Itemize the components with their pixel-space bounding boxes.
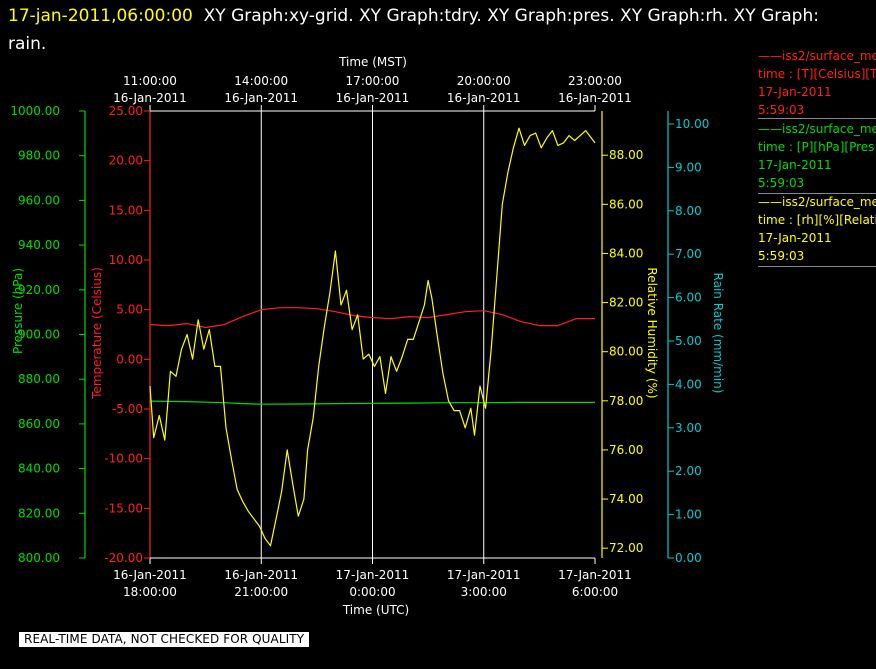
grid-lines <box>260 111 485 558</box>
tick-labels: 16-Jan-2011 18:00:00 16-Jan-2011 21:00:00 17… <box>10 74 709 599</box>
rain-tick-label: 2.00 <box>675 464 702 478</box>
temperature-series-line <box>149 307 595 329</box>
humidity-tick-label: 72.00 <box>609 541 643 555</box>
x-bottom-tick-date: 17-Jan-2011 <box>558 568 632 582</box>
pressure-tick-label: 900.00 <box>18 328 60 342</box>
x-bottom-axis-label: Time (UTC) <box>342 603 409 617</box>
temperature-tick-label: 20.00 <box>109 154 143 168</box>
humidity-tick-label: 82.00 <box>609 296 643 310</box>
x-top-tick-time: 17:00:00 <box>346 74 400 88</box>
legend-name: ——iss2/surface_me <box>758 122 876 136</box>
rain-tick-label: 5.00 <box>675 334 702 348</box>
pressure-tick-label: 880.00 <box>18 372 60 386</box>
rain-tick-label: 3.00 <box>675 421 702 435</box>
legend-name: ——iss2/surface_me <box>758 195 876 209</box>
legend-units: time : [T][Celsius][T <box>758 67 876 81</box>
temperature-tick-label: -20.00 <box>104 551 143 565</box>
humidity-tick-label: 74.00 <box>609 492 643 506</box>
pressure-tick-label: 860.00 <box>18 417 60 431</box>
pressure-tick-label: 820.00 <box>18 506 60 520</box>
legend-date: 17-Jan-2011 <box>758 231 832 245</box>
pressure-tick-label: 940.00 <box>18 238 60 252</box>
x-bottom-tick-date: 17-Jan-2011 <box>336 568 410 582</box>
legend-units: time : [P][hPa][Pres <box>758 140 875 154</box>
humidity-axis-label: Relative Humidity (%) <box>645 267 659 398</box>
series-lines <box>149 127 596 547</box>
quality-notice: REAL-TIME DATA, NOT CHECKED FOR QUALITY <box>19 632 310 647</box>
x-bottom-tick-time: 18:00:00 <box>123 585 177 599</box>
x-top-tick-time: 20:00:00 <box>457 74 511 88</box>
temperature-tick-label: 10.00 <box>109 253 143 267</box>
title-graph-list: XY Graph:xy-grid. XY Graph:tdry. XY Grap… <box>8 6 819 54</box>
pressure-tick-label: 980.00 <box>18 149 60 163</box>
humidity-tick-label: 84.00 <box>609 246 643 260</box>
legend-time: 5:59:03 <box>758 176 805 190</box>
legend-date: 17-Jan-2011 <box>758 158 832 172</box>
x-bottom-tick-time: 21:00:00 <box>234 585 288 599</box>
x-top-tick-date: 16-Jan-2011 <box>336 91 410 105</box>
temperature-tick-label: 15.00 <box>109 203 143 217</box>
x-bottom-tick-time: 3:00:00 <box>461 585 507 599</box>
pressure-tick-label: 800.00 <box>18 551 60 565</box>
pressure-axis-label: Pressure (hPa) <box>11 268 25 354</box>
x-top-tick-date: 16-Jan-2011 <box>224 91 298 105</box>
humidity-tick-label: 80.00 <box>609 345 643 359</box>
temperature-tick-label: -15.00 <box>104 501 143 515</box>
legend-entry-temperature: ——iss2/surface_me time : [T][Celsius][T … <box>758 47 876 119</box>
x-bottom-tick-date: 17-Jan-2011 <box>447 568 521 582</box>
legend-time: 5:59:03 <box>758 103 805 117</box>
legend-units: time : [rh][%][Relati <box>758 213 876 227</box>
rain-tick-label: 6.00 <box>675 291 702 305</box>
pressure-tick-label: 840.00 <box>18 462 60 476</box>
x-bottom-tick-time: 6:00:00 <box>572 585 618 599</box>
rain-tick-label: 8.00 <box>675 204 702 218</box>
humidity-tick-label: 76.00 <box>609 443 643 457</box>
humidity-series-line <box>149 127 596 547</box>
page-title: 17-jan-2011,06:00:00 XY Graph:xy-grid. X… <box>8 2 858 58</box>
temperature-tick-label: 5.00 <box>116 303 143 317</box>
x-bottom-tick-time: 0:00:00 <box>349 585 395 599</box>
x-top-tick-date: 16-Jan-2011 <box>558 91 632 105</box>
humidity-tick-label: 86.00 <box>609 197 643 211</box>
temperature-tick-label: -10.00 <box>104 452 143 466</box>
x-top-axis-label: Time (MST) <box>338 55 407 69</box>
humidity-tick-label: 78.00 <box>609 394 643 408</box>
rain-axis-label: Rain Rate (mm/min) <box>711 273 725 394</box>
humidity-tick-label: 88.00 <box>609 148 643 162</box>
rain-tick-label: 1.00 <box>675 508 702 522</box>
axes <box>79 105 674 564</box>
x-top-tick-time: 14:00:00 <box>234 74 288 88</box>
rain-tick-label: 4.00 <box>675 377 702 391</box>
x-top-tick-time: 11:00:00 <box>123 74 177 88</box>
legend-date: 17-Jan-2011 <box>758 85 832 99</box>
legend-entry-pressure: ——iss2/surface_me time : [P][hPa][Pres 1… <box>758 120 876 194</box>
temperature-tick-label: 25.00 <box>109 104 143 118</box>
x-top-tick-time: 23:00:00 <box>568 74 622 88</box>
x-bottom-tick-date: 16-Jan-2011 <box>224 568 298 582</box>
rain-tick-label: 10.00 <box>675 117 709 131</box>
rain-tick-label: 9.00 <box>675 160 702 174</box>
temperature-axis-label: Temperature (Celsius) <box>90 267 104 400</box>
pressure-tick-label: 960.00 <box>18 193 60 207</box>
pressure-tick-label: 920.00 <box>18 283 60 297</box>
x-top-tick-date: 16-Jan-2011 <box>113 91 187 105</box>
temperature-tick-label: 0.00 <box>116 352 143 366</box>
title-timestamp: 17-jan-2011,06:00:00 <box>8 6 193 26</box>
pressure-series-line <box>149 400 595 405</box>
temperature-tick-label: -5.00 <box>112 402 143 416</box>
legend-name: ——iss2/surface_me <box>758 49 876 63</box>
legend-time: 5:59:03 <box>758 249 805 263</box>
legend-entry-humidity: ——iss2/surface_me time : [rh][%][Relati … <box>758 193 876 267</box>
x-bottom-tick-date: 16-Jan-2011 <box>113 568 187 582</box>
pressure-tick-label: 1000.00 <box>10 104 60 118</box>
x-top-tick-date: 16-Jan-2011 <box>447 91 521 105</box>
rain-tick-label: 0.00 <box>675 551 702 565</box>
rain-tick-label: 7.00 <box>675 247 702 261</box>
